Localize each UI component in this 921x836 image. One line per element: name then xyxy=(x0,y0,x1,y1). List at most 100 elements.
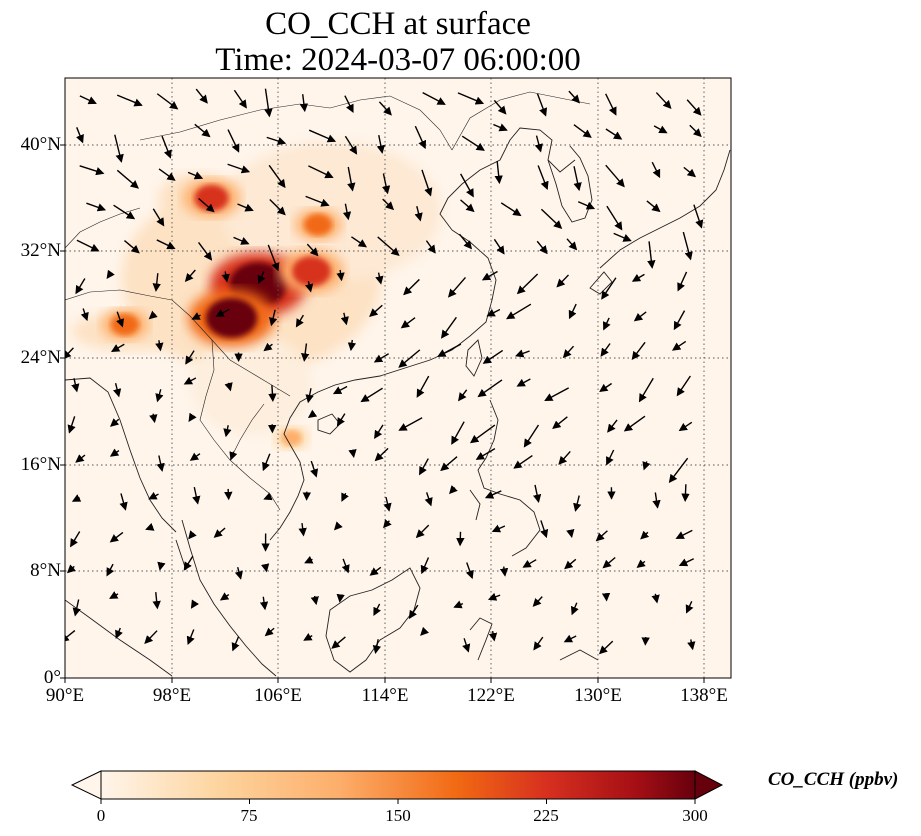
wind-arrow xyxy=(109,531,124,543)
wind-arrow xyxy=(516,378,531,387)
co-hotspot xyxy=(205,298,258,338)
wind-arrow xyxy=(421,169,433,197)
wind-arrow xyxy=(308,129,337,143)
wind-arrow xyxy=(298,523,307,537)
wind-arrow xyxy=(566,528,575,538)
wind-arrow xyxy=(682,231,693,261)
wind-arrow xyxy=(462,638,471,653)
wind-arrow xyxy=(607,419,618,433)
wind-arrow xyxy=(161,135,172,159)
wind-arrow xyxy=(523,424,540,448)
wind-arrow xyxy=(263,342,273,352)
wind-arrow xyxy=(595,530,608,542)
lon-tick-label: 98°E xyxy=(152,685,192,706)
wind-arrow xyxy=(115,627,123,639)
wind-arrow xyxy=(266,136,287,146)
wind-arrow xyxy=(341,558,350,574)
wind-arrow xyxy=(631,341,646,361)
wind-arrow xyxy=(116,94,143,107)
map-subtitle: Time: 2024-03-07 06:00:00 xyxy=(215,42,581,78)
wind-arrow xyxy=(544,387,570,402)
wind-arrow xyxy=(652,492,661,509)
wind-arrow xyxy=(675,529,693,539)
wind-arrow xyxy=(673,310,686,331)
wind-arrow xyxy=(227,163,251,174)
wind-arrow xyxy=(398,417,423,431)
wind-arrow xyxy=(144,630,158,645)
lon-tick-label: 130°E xyxy=(574,685,622,706)
wind-arrow xyxy=(693,204,704,229)
wind-arrow xyxy=(342,203,352,221)
wind-arrow xyxy=(111,343,125,353)
wind-arrow xyxy=(109,448,120,457)
wind-arrow xyxy=(119,493,128,511)
wind-vectors xyxy=(65,88,704,655)
wind-arrow xyxy=(76,127,84,144)
lat-tick-label: 0° xyxy=(43,667,61,688)
wind-arrow xyxy=(369,566,382,576)
wind-arrow xyxy=(80,308,89,322)
wind-arrow xyxy=(540,208,563,229)
wind-arrow xyxy=(213,527,226,538)
wind-arrow xyxy=(681,484,690,503)
wind-arrow xyxy=(376,134,385,154)
wind-arrow xyxy=(475,448,496,460)
wind-arrow xyxy=(668,457,689,484)
colorbar-tick-label: 0 xyxy=(96,806,106,825)
wind-arrow xyxy=(157,561,166,571)
wind-arrow xyxy=(651,161,661,179)
wind-arrow xyxy=(447,276,466,298)
wind-arrow xyxy=(513,455,533,469)
wind-arrow xyxy=(369,304,383,318)
wind-arrow xyxy=(400,317,416,329)
wind-arrow xyxy=(458,233,473,250)
lat-tick-label: 8°N xyxy=(30,560,61,581)
wind-arrow xyxy=(600,343,611,357)
wind-arrow xyxy=(155,340,164,352)
wind-arrow xyxy=(568,90,581,104)
wind-arrow xyxy=(573,166,582,192)
colorbar-tick-label: 300 xyxy=(682,806,708,825)
wind-arrow xyxy=(633,311,647,322)
lon-tick-label: 114°E xyxy=(361,685,409,706)
wind-arrow xyxy=(573,124,592,138)
wind-arrow xyxy=(188,412,197,423)
wind-arrow xyxy=(493,238,505,255)
wind-arrow xyxy=(558,450,571,465)
wind-arrow xyxy=(149,413,158,424)
wind-arrow xyxy=(647,241,656,269)
co-hotspot xyxy=(194,184,229,212)
wind-arrow xyxy=(606,449,615,466)
wind-arrow xyxy=(636,559,646,569)
wind-arrow xyxy=(336,269,345,282)
wind-arrow xyxy=(262,453,271,472)
wind-arrow xyxy=(183,376,197,385)
wind-arrow xyxy=(183,555,194,571)
colorbar-tick-label: 150 xyxy=(385,806,411,825)
wind-arrow xyxy=(344,135,358,155)
wind-arrow xyxy=(640,530,650,540)
wind-arrow xyxy=(152,208,165,227)
wind-arrow xyxy=(186,629,195,645)
co-hotspot xyxy=(291,256,331,287)
wind-arrow xyxy=(382,198,395,211)
wind-arrow xyxy=(269,309,278,327)
wind-arrow xyxy=(605,164,625,188)
wind-arrow xyxy=(482,349,504,364)
wind-arrow xyxy=(536,93,548,117)
wind-arrow xyxy=(458,389,468,402)
wind-arrow xyxy=(310,595,319,606)
wind-arrow xyxy=(188,530,197,540)
wind-arrow xyxy=(267,244,280,272)
wind-arrow xyxy=(516,273,539,295)
wind-arrow xyxy=(156,93,179,110)
wind-arrow xyxy=(223,425,232,438)
wind-arrow xyxy=(414,125,427,150)
wind-arrow xyxy=(227,129,240,153)
wind-arrow xyxy=(552,416,568,430)
colorbar-tick-label: 75 xyxy=(240,806,258,825)
wind-arrow xyxy=(601,592,611,602)
lon-tick-label: 90°E xyxy=(45,685,85,706)
wind-arrow xyxy=(642,461,651,471)
